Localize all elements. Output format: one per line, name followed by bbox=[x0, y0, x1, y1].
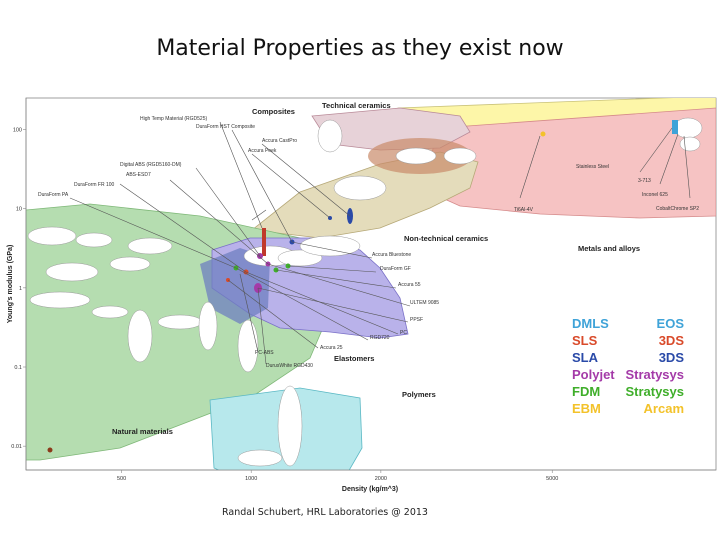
y-tick-label: 0.1 bbox=[14, 365, 22, 371]
point-label: ABS-ESD7 bbox=[126, 172, 151, 178]
marker-natural-low bbox=[47, 447, 53, 453]
legend-process: FDM bbox=[572, 384, 600, 399]
legend-process: Polyjet bbox=[572, 367, 615, 382]
point-label: Accura 25 bbox=[320, 345, 343, 351]
point-label: DuraForm PA bbox=[38, 192, 69, 198]
y-axis-title: Young's modulus (GPa) bbox=[7, 245, 14, 324]
label-natural: Natural materials bbox=[112, 427, 173, 436]
legend-vendor: EOS bbox=[657, 316, 685, 331]
label-metals: Metals and alloys bbox=[578, 244, 640, 253]
point-label: DuraForm FR 100 bbox=[74, 182, 115, 188]
legend-vendor: Stratysys bbox=[625, 384, 684, 399]
point-label: PC bbox=[400, 330, 407, 336]
leader-lines bbox=[69, 121, 691, 365]
slide-title: Material Properties as they exist now bbox=[156, 36, 564, 61]
label-technical-ceramics: Technical ceramics bbox=[322, 101, 391, 110]
legend-process: DMLS bbox=[572, 316, 609, 331]
point-label: RGD720 bbox=[370, 335, 390, 341]
point-label: Inconel 625 bbox=[642, 192, 668, 198]
point-label: Accura 55 bbox=[398, 282, 421, 288]
ashby-chart: 500 1000 2000 5000 100 10 1 0.1 0.01 Density (k… bbox=[7, 97, 717, 493]
marker-rgd525 bbox=[262, 228, 266, 256]
region-polymers-dense bbox=[200, 248, 270, 324]
y-tick-label: 100 bbox=[13, 128, 22, 134]
point-label: PC-ABS bbox=[255, 350, 274, 356]
point-label: 3-713 bbox=[638, 178, 651, 184]
point-label: High Temp Material (RGD525) bbox=[140, 116, 207, 122]
point-label: DuraForm HST Composite bbox=[196, 124, 255, 130]
x-tick-label: 1000 bbox=[245, 476, 257, 482]
x-tick-label: 2000 bbox=[375, 476, 387, 482]
x-tick-label: 500 bbox=[117, 476, 126, 482]
point-label: DuraForm GF bbox=[380, 266, 411, 272]
legend-process: SLA bbox=[572, 350, 599, 365]
legend-vendor: Stratysys bbox=[625, 367, 684, 382]
legend-vendor: Arcam bbox=[644, 401, 684, 416]
x-tick-label: 5000 bbox=[546, 476, 558, 482]
point-label: Digital ABS (RGD5160-DM) bbox=[120, 162, 182, 168]
legend-process: SLS bbox=[572, 333, 598, 348]
label-composites: Composites bbox=[252, 107, 295, 116]
legend-vendor: 3DS bbox=[659, 350, 685, 365]
point-label: PPSF bbox=[410, 317, 423, 323]
label-elastomers: Elastomers bbox=[334, 354, 374, 363]
label-non-technical-ceramics: Non-technical ceramics bbox=[404, 234, 488, 243]
subclass-bubbles bbox=[27, 117, 703, 467]
x-axis-title: Density (kg/m^3) bbox=[342, 485, 398, 493]
family-labels: Composites Technical ceramics Non-techni… bbox=[112, 101, 640, 436]
slide-credit: Randal Schubert, HRL Laboratories @ 2013 bbox=[222, 507, 428, 518]
data-markers bbox=[47, 120, 678, 453]
point-label: Accura CastPro bbox=[262, 138, 297, 144]
y-tick-label: 1 bbox=[19, 286, 22, 292]
point-label: Accura Bluestone bbox=[372, 252, 411, 258]
legend-vendor: 3DS bbox=[659, 333, 685, 348]
y-tick-label: 0.01 bbox=[11, 444, 22, 450]
legend-process: EBM bbox=[572, 401, 601, 416]
point-label: Ti6Al-4V bbox=[514, 207, 534, 213]
point-label: Stainless Steel bbox=[576, 164, 609, 170]
point-label: CobaltChrome SP2 bbox=[656, 206, 699, 212]
point-label: ULTEM 9085 bbox=[410, 300, 439, 306]
label-polymers: Polymers bbox=[402, 390, 436, 399]
marker-dmls-ti bbox=[540, 131, 546, 137]
marker-dmls-steel bbox=[672, 120, 678, 134]
y-tick-label: 10 bbox=[16, 207, 22, 213]
point-label: Accura Peek bbox=[248, 148, 277, 154]
point-label: DurusWhite RGD430 bbox=[266, 363, 313, 369]
axes: 500 1000 2000 5000 100 10 1 0.1 0.01 Density (k… bbox=[7, 98, 716, 493]
